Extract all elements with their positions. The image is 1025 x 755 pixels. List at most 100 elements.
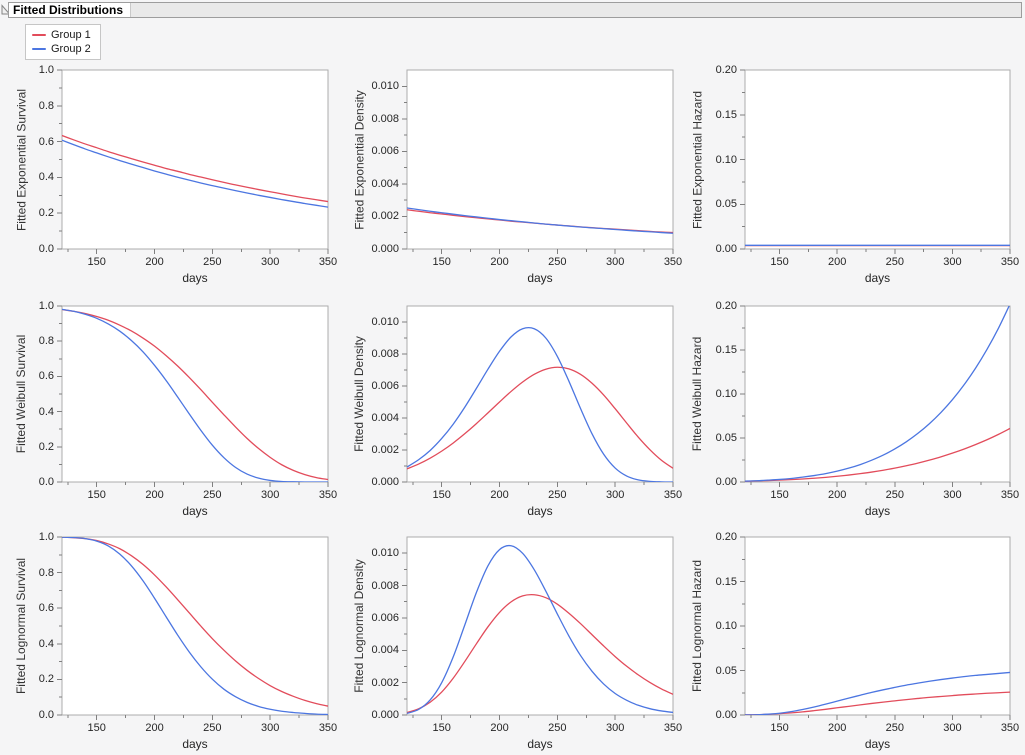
y-tick-label: 0.000 <box>371 709 399 721</box>
plot-frame <box>406 305 674 483</box>
axis-ticks <box>740 536 1011 720</box>
x-tick-label: 200 <box>490 256 509 268</box>
y-tick-label: 0.004 <box>371 412 399 424</box>
x-tick-label: 350 <box>663 722 683 734</box>
plot-frame <box>744 69 1011 250</box>
y-tick-label: 0.0 <box>38 243 54 255</box>
y-tick-label: 0.8 <box>38 335 54 348</box>
x-tick-label: 350 <box>318 722 338 734</box>
x-tick-label: 350 <box>1000 256 1020 268</box>
series-line-group-1 <box>62 537 328 707</box>
plot-frame <box>406 69 674 250</box>
disclosure-triangle-icon[interactable] <box>1 4 11 15</box>
plot-lognormal-hazard[interactable] <box>737 536 1012 724</box>
legend-label: Group 1 <box>51 28 91 41</box>
x-axis-title-lognormal-hazard: days <box>864 737 891 751</box>
plot-weibull-survival[interactable] <box>54 305 330 491</box>
plot-frame <box>61 536 329 716</box>
x-tick-label: 250 <box>885 489 904 501</box>
y-tick-label: 1.0 <box>38 300 54 312</box>
series-line-group-2 <box>745 306 1010 482</box>
outline-header-bar[interactable]: Fitted Distributions <box>8 2 1022 18</box>
x-tick-label: 150 <box>87 256 106 268</box>
y-tick-label: 0.010 <box>371 547 399 560</box>
x-axis-title-weibull-density: days <box>527 504 553 518</box>
y-tick-label: 0.20 <box>715 531 737 543</box>
x-tick-label: 250 <box>203 722 222 734</box>
axis-ticks <box>740 69 1011 254</box>
y-tick-label: 0.004 <box>371 177 399 190</box>
x-axis-title-exponential-survival: days <box>182 271 208 285</box>
legend-item-group-2[interactable]: Group 2 <box>32 42 91 56</box>
plot-lognormal-survival[interactable] <box>54 536 330 724</box>
axis-ticks <box>57 69 329 254</box>
legend-line-swatch <box>32 48 46 50</box>
plot-exponential-hazard[interactable] <box>737 69 1012 258</box>
y-axis-title-weibull-survival: Fitted Weibull Survival <box>14 334 28 454</box>
axis-ticks <box>402 85 674 254</box>
y-tick-label: 0.15 <box>715 575 737 588</box>
y-tick-label: 1.0 <box>38 64 54 76</box>
y-tick-label: 0.000 <box>371 476 399 488</box>
legend-label: Group 2 <box>51 42 91 55</box>
y-tick-label: 0.008 <box>371 348 399 360</box>
y-tick-label: 0.2 <box>38 440 54 453</box>
y-tick-label: 0.004 <box>371 644 399 657</box>
y-tick-label: 0.002 <box>371 444 399 456</box>
series-line-group-2 <box>407 207 673 234</box>
x-tick-label: 150 <box>770 722 789 734</box>
plot-frame <box>744 305 1011 483</box>
x-tick-label: 200 <box>827 489 847 501</box>
y-tick-label: 0.15 <box>715 108 737 121</box>
y-tick-label: 0.10 <box>715 388 737 400</box>
plot-lognormal-density[interactable] <box>399 536 675 724</box>
axis-ticks <box>402 321 674 487</box>
plot-weibull-density[interactable] <box>399 305 675 491</box>
x-tick-label: 300 <box>943 256 962 268</box>
plot-weibull-hazard[interactable] <box>737 305 1012 491</box>
plot-frame <box>61 305 329 483</box>
page-title[interactable]: Fitted Distributions <box>9 3 131 17</box>
axis-ticks <box>402 552 674 720</box>
y-tick-label: 0.2 <box>38 207 54 220</box>
series-line-group-1 <box>62 134 328 203</box>
y-tick-label: 0.002 <box>371 210 399 223</box>
x-axis-title-weibull-survival: days <box>182 504 208 518</box>
x-tick-label: 150 <box>770 489 789 501</box>
x-tick-label: 250 <box>885 722 904 734</box>
x-tick-label: 300 <box>943 722 962 734</box>
x-tick-label: 300 <box>605 722 625 734</box>
series-line-group-1 <box>745 691 1010 715</box>
x-tick-label: 200 <box>827 256 847 268</box>
y-tick-label: 0.05 <box>715 432 737 444</box>
plot-frame <box>406 536 674 716</box>
plot-exponential-survival[interactable] <box>54 69 330 258</box>
plot-frame <box>61 69 329 250</box>
series-line-group-2 <box>62 139 328 208</box>
x-tick-label: 350 <box>1000 489 1020 501</box>
x-axis-title-exponential-density: days <box>527 271 553 285</box>
y-tick-label: 0.4 <box>38 637 54 650</box>
legend-item-group-1[interactable]: Group 1 <box>32 28 91 42</box>
y-tick-label: 0.20 <box>715 64 737 76</box>
series-line-group-1 <box>407 594 673 714</box>
plot-frame <box>744 536 1011 716</box>
series-line-group-2 <box>62 537 328 715</box>
x-tick-label: 150 <box>432 722 451 734</box>
x-axis-title-weibull-hazard: days <box>864 504 891 518</box>
x-tick-label: 150 <box>432 489 451 501</box>
x-tick-label: 350 <box>318 256 338 268</box>
y-tick-label: 0.05 <box>715 198 737 211</box>
plot-exponential-density[interactable] <box>399 69 675 258</box>
x-tick-label: 200 <box>490 489 509 501</box>
x-tick-label: 300 <box>260 489 280 501</box>
y-tick-label: 0.0 <box>38 476 54 488</box>
y-tick-label: 0.008 <box>371 112 399 125</box>
x-tick-label: 300 <box>260 256 280 268</box>
y-tick-label: 0.05 <box>715 664 737 677</box>
x-tick-label: 200 <box>145 256 164 268</box>
y-tick-label: 0.00 <box>715 476 737 488</box>
y-tick-label: 0.000 <box>371 243 399 255</box>
y-tick-label: 1.0 <box>38 531 54 543</box>
